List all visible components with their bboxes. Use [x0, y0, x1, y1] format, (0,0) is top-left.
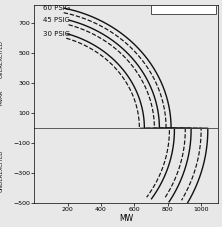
Text: UNDEREXCITED: UNDEREXCITED	[0, 149, 4, 192]
Text: 45 PSIG: 45 PSIG	[43, 17, 69, 23]
X-axis label: MW: MW	[119, 214, 133, 223]
Bar	[151, 5, 216, 14]
Text: MVAR: MVAR	[0, 90, 4, 105]
Text: OVEREXCITED: OVEREXCITED	[0, 40, 4, 78]
Text: 30 PSIG: 30 PSIG	[43, 31, 70, 37]
Text: 60 PSIG: 60 PSIG	[43, 5, 70, 11]
